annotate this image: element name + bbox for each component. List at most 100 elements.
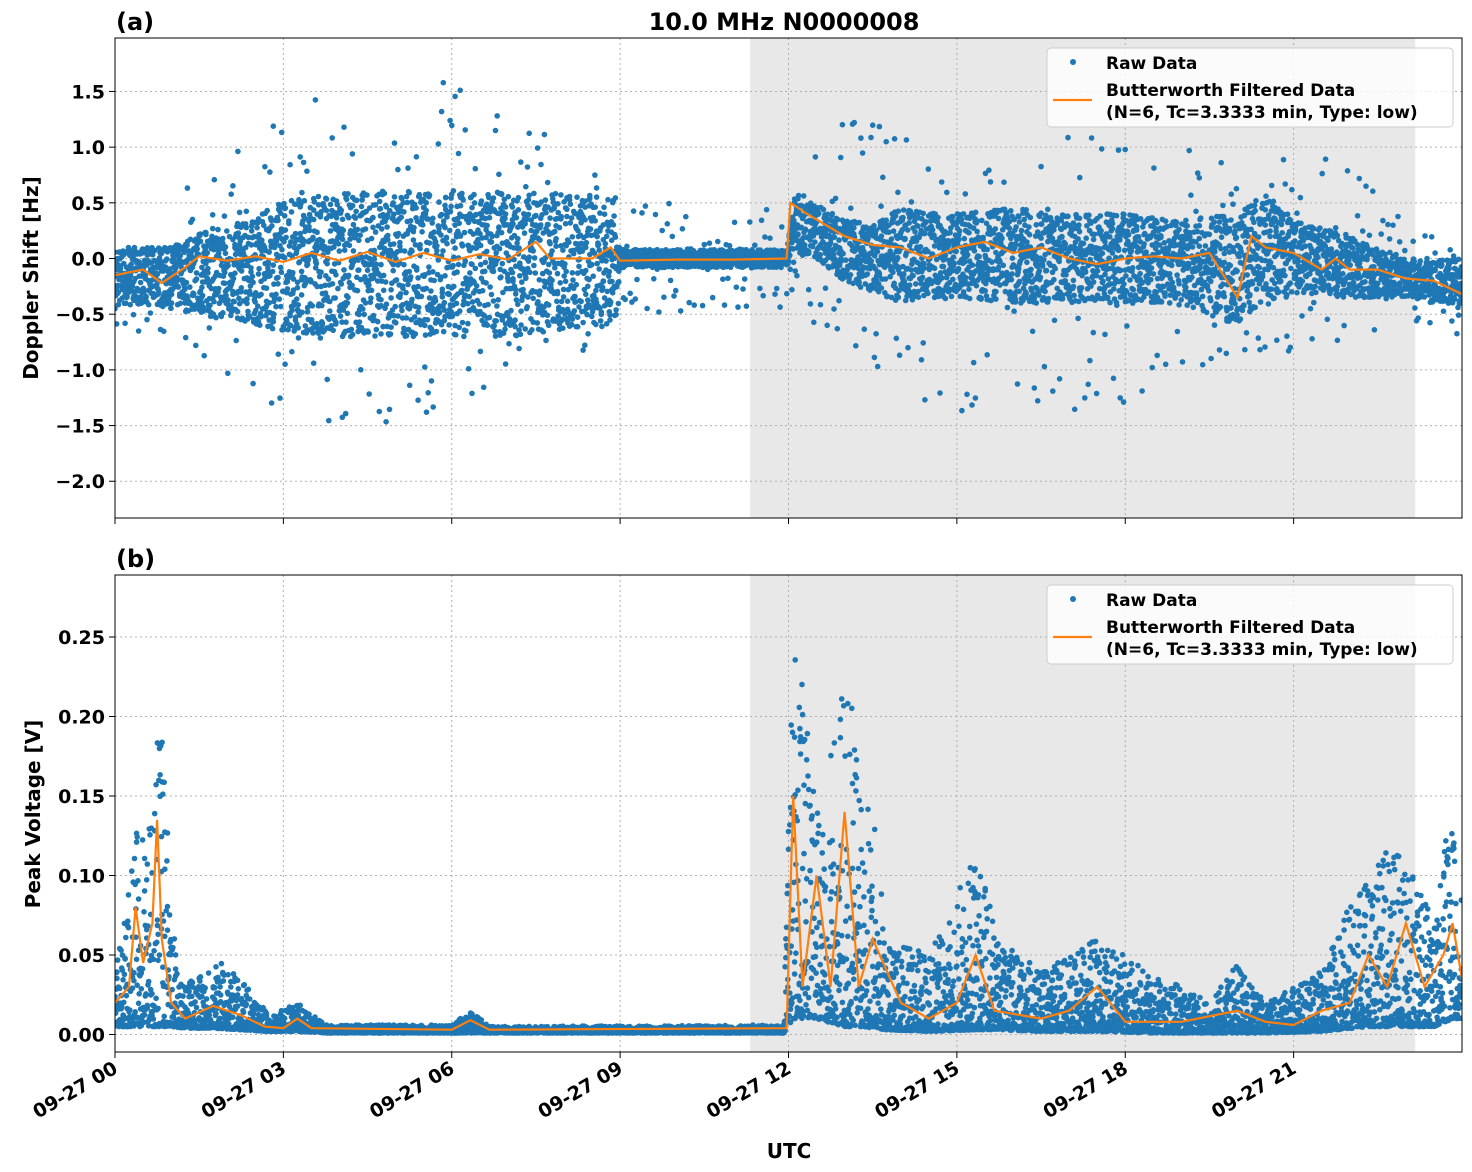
raw-data-point <box>605 196 611 203</box>
raw-data-point <box>895 294 902 301</box>
raw-data-point <box>327 298 333 305</box>
raw-data-point <box>1137 270 1143 277</box>
raw-data-point <box>371 256 378 262</box>
raw-data-point <box>573 281 580 288</box>
raw-data-point <box>1148 265 1155 271</box>
raw-data-point <box>457 202 464 209</box>
raw-data-point <box>296 259 303 265</box>
raw-data-point <box>298 268 305 275</box>
raw-data-point <box>442 194 449 201</box>
raw-data-point <box>258 291 264 298</box>
raw-data-point <box>557 280 563 286</box>
raw-data-point <box>572 293 578 300</box>
raw-data-point <box>215 285 222 292</box>
raw-data-point <box>527 269 533 276</box>
raw-data-point <box>328 323 335 329</box>
raw-data-point <box>1109 225 1116 232</box>
raw-data-point <box>490 195 497 201</box>
raw-data-point <box>580 319 586 326</box>
raw-data-point <box>368 287 375 294</box>
raw-data-point <box>543 209 549 216</box>
raw-data-point <box>482 259 489 266</box>
raw-data-point <box>235 230 242 236</box>
raw-data-point <box>366 255 373 262</box>
raw-data-point <box>931 265 938 272</box>
raw-data-point <box>512 291 519 297</box>
raw-data-point <box>317 214 324 220</box>
raw-data-point <box>349 331 356 338</box>
raw-data-point <box>433 328 440 335</box>
raw-data-point <box>534 320 541 326</box>
raw-data-point <box>279 246 285 253</box>
panel-a-label: (a) <box>116 8 154 36</box>
raw-data-point <box>966 295 973 302</box>
raw-data-point <box>388 287 394 293</box>
raw-data-point <box>423 199 430 206</box>
raw-data-point <box>1206 288 1212 294</box>
raw-data-point <box>483 280 489 286</box>
raw-data-point <box>298 292 305 298</box>
raw-data-point <box>346 242 353 249</box>
raw-data-point <box>1221 250 1228 257</box>
raw-data-point <box>562 220 569 227</box>
raw-data-point <box>477 242 484 249</box>
raw-data-point <box>270 318 277 325</box>
raw-data-point <box>302 228 308 235</box>
raw-data-point <box>929 227 936 233</box>
raw-data-point <box>611 213 617 219</box>
raw-data-point <box>1028 272 1034 278</box>
raw-data-point <box>840 250 846 257</box>
raw-data-point <box>205 265 211 272</box>
raw-data-point <box>587 226 594 232</box>
raw-data-point <box>979 217 985 224</box>
raw-data-point <box>518 308 524 315</box>
raw-data-point <box>973 282 980 289</box>
raw-data-point <box>1052 265 1058 272</box>
raw-data-point <box>1113 212 1120 219</box>
raw-data-point <box>508 307 514 314</box>
raw-data-point <box>453 332 459 338</box>
raw-data-point <box>1006 225 1013 231</box>
raw-data-point <box>431 229 438 235</box>
raw-data-point <box>407 274 414 280</box>
raw-data-point <box>874 248 881 255</box>
raw-data-point <box>305 257 312 263</box>
raw-data-point <box>277 303 284 310</box>
raw-data-point <box>886 229 892 235</box>
raw-data-point <box>438 232 444 238</box>
raw-data-point <box>537 222 544 228</box>
raw-data-point <box>318 269 324 276</box>
raw-data-point <box>1130 286 1137 293</box>
raw-data-point <box>348 326 355 333</box>
raw-data-point <box>271 311 277 318</box>
raw-data-point <box>374 278 381 284</box>
raw-data-point <box>354 197 360 204</box>
raw-data-point <box>1187 234 1193 240</box>
raw-data-point <box>383 301 390 308</box>
raw-data-point <box>409 296 415 303</box>
raw-data-point <box>1166 271 1173 277</box>
raw-data-point <box>450 238 456 245</box>
raw-data-point <box>892 213 899 219</box>
raw-data-point <box>356 267 362 273</box>
raw-data-point <box>900 207 907 213</box>
raw-data-point <box>271 295 278 302</box>
raw-data-point <box>484 248 490 255</box>
raw-data-point <box>847 272 854 278</box>
raw-data-point <box>340 227 347 234</box>
raw-data-point <box>1186 260 1192 267</box>
raw-data-point <box>969 262 976 268</box>
raw-data-point <box>560 325 566 332</box>
raw-data-point <box>978 295 984 301</box>
raw-data-point <box>395 313 401 319</box>
raw-data-point <box>172 265 179 272</box>
raw-data-point <box>441 299 448 306</box>
raw-data-point <box>864 271 871 277</box>
raw-data-point <box>231 298 237 305</box>
raw-data-point <box>415 283 421 290</box>
raw-data-point <box>438 211 445 218</box>
raw-data-point <box>1018 227 1025 234</box>
raw-data-point <box>248 228 255 234</box>
raw-data-point <box>407 217 414 224</box>
raw-data-point <box>420 222 426 228</box>
